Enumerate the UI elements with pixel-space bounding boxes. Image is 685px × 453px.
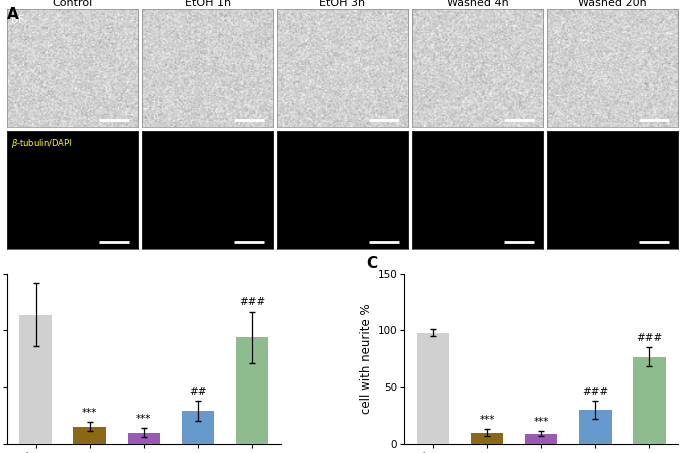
Text: ***: *** — [534, 417, 549, 427]
Bar — [182, 411, 214, 444]
Text: C: C — [366, 256, 377, 271]
Title: EtOH 3h: EtOH 3h — [319, 0, 366, 8]
Text: ***: *** — [136, 414, 151, 424]
Y-axis label: cell with neurite %: cell with neurite % — [360, 304, 373, 414]
Bar — [633, 357, 666, 444]
Bar — [73, 427, 106, 444]
Bar — [236, 337, 269, 444]
Text: ###: ### — [239, 298, 265, 308]
Text: ##: ## — [189, 386, 207, 396]
Text: BF: BF — [11, 15, 24, 25]
Title: Washed 20h: Washed 20h — [578, 0, 647, 8]
Text: A: A — [7, 7, 18, 22]
Bar — [471, 433, 503, 444]
Bar — [416, 333, 449, 444]
Bar — [127, 433, 160, 444]
Title: Washed 4h: Washed 4h — [447, 0, 508, 8]
Bar — [19, 314, 52, 444]
Text: $\beta$-tubulin/DAPI: $\beta$-tubulin/DAPI — [11, 137, 72, 150]
Bar — [525, 434, 558, 444]
Text: ***: *** — [82, 408, 97, 418]
Title: Control: Control — [53, 0, 92, 8]
Title: EtOH 1h: EtOH 1h — [184, 0, 231, 8]
Text: ###: ### — [636, 333, 662, 343]
Bar — [579, 410, 612, 444]
Text: ***: *** — [479, 415, 495, 425]
Text: ###: ### — [582, 386, 608, 396]
